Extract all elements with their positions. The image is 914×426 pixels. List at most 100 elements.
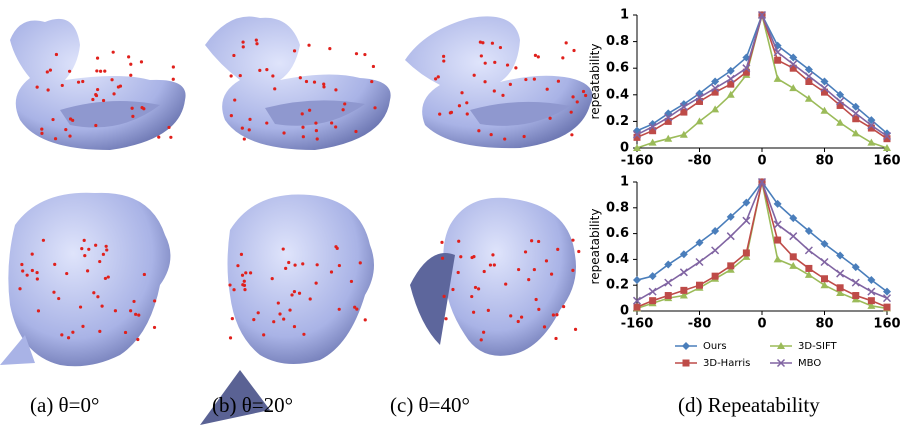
feature-point [284,267,287,270]
feature-point [257,311,260,314]
feature-point [561,56,564,59]
x-tick-label: -160 [621,154,654,169]
feature-point [83,239,86,242]
feature-point [506,63,509,66]
feature-point [40,132,43,135]
point [867,139,875,146]
point [774,221,781,228]
y-tick-label: 1 [620,8,629,23]
feature-point [232,288,235,291]
caption: (d) Repeatability [678,393,820,417]
feature-point [354,130,357,133]
feature-point [570,133,573,136]
feature-point [129,74,132,77]
caption: (b) θ=20° [212,393,293,417]
feature-point [110,78,113,81]
feature-point [308,109,311,112]
feature-point [119,85,122,88]
feature-point [572,49,575,52]
x-tick-label: 80 [815,317,833,332]
feature-point [473,74,476,77]
feature-point [499,46,502,49]
feature-point [71,331,74,334]
feature-point [282,317,285,320]
feature-point [537,308,540,311]
feature-point [104,277,107,280]
feature-point [315,282,318,285]
feature-point [457,240,460,243]
feature-point [524,250,527,253]
feature-point [67,336,70,339]
feature-point [98,260,101,263]
point [665,279,672,286]
y-tick-label: 0.4 [606,252,629,267]
feature-point [571,239,574,242]
feature-point [330,121,333,124]
feature-point [537,240,540,243]
point [633,276,641,284]
point [821,275,828,282]
feature-point [255,38,258,41]
feature-point [493,89,496,92]
feature-point [57,297,60,300]
feature-point [437,75,440,78]
feature-point [489,263,492,266]
feature-point [239,74,242,77]
x-tick-label: 0 [757,317,766,332]
feature-point [35,271,38,274]
feature-point [287,261,290,264]
feature-point [241,283,244,286]
feature-point [443,295,446,298]
feature-point [271,277,274,280]
point [805,265,812,272]
feature-point [359,261,362,264]
feature-point [278,312,281,315]
feature-point [293,49,296,52]
point [712,247,719,254]
face-render [410,198,576,356]
feature-point [493,61,496,64]
feature-point [309,297,312,300]
feature-point [47,88,50,91]
feature-point [556,248,559,251]
feature-point [466,112,469,115]
point [837,270,844,277]
point [712,273,719,280]
x-tick-label: -80 [688,317,712,332]
series-line [637,15,887,148]
feature-point [105,245,108,248]
point [727,233,734,240]
feature-point [96,88,99,91]
point [805,95,813,102]
feature-point [91,98,94,101]
feature-point [293,290,296,293]
feature-point [517,268,520,271]
feature-point [94,124,97,127]
point [682,342,690,350]
feature-point [55,53,58,56]
point [837,284,844,291]
feature-point [444,317,447,320]
point [805,247,812,254]
point [790,233,797,240]
y-axis-label: repeatability [588,209,602,285]
series-line [637,182,887,292]
figure: (a) θ=0° (b) θ=20° (c) θ=40° (d) Repeata… [0,0,914,426]
feature-point [258,69,261,72]
feature-point [373,106,376,109]
feature-point [483,270,486,273]
feature-point [302,333,305,336]
feature-point [584,94,587,97]
feature-point [458,104,461,107]
feature-point [51,118,54,121]
feature-point [290,293,293,296]
feature-point [364,318,367,321]
feature-point [230,74,233,77]
feature-point [557,80,560,83]
feature-point [470,295,473,298]
y-tick-label: 0.2 [606,114,629,129]
feature-point [549,117,552,120]
feature-point [316,137,319,140]
feature-point [102,253,105,256]
y-tick-label: 0.6 [606,226,629,241]
